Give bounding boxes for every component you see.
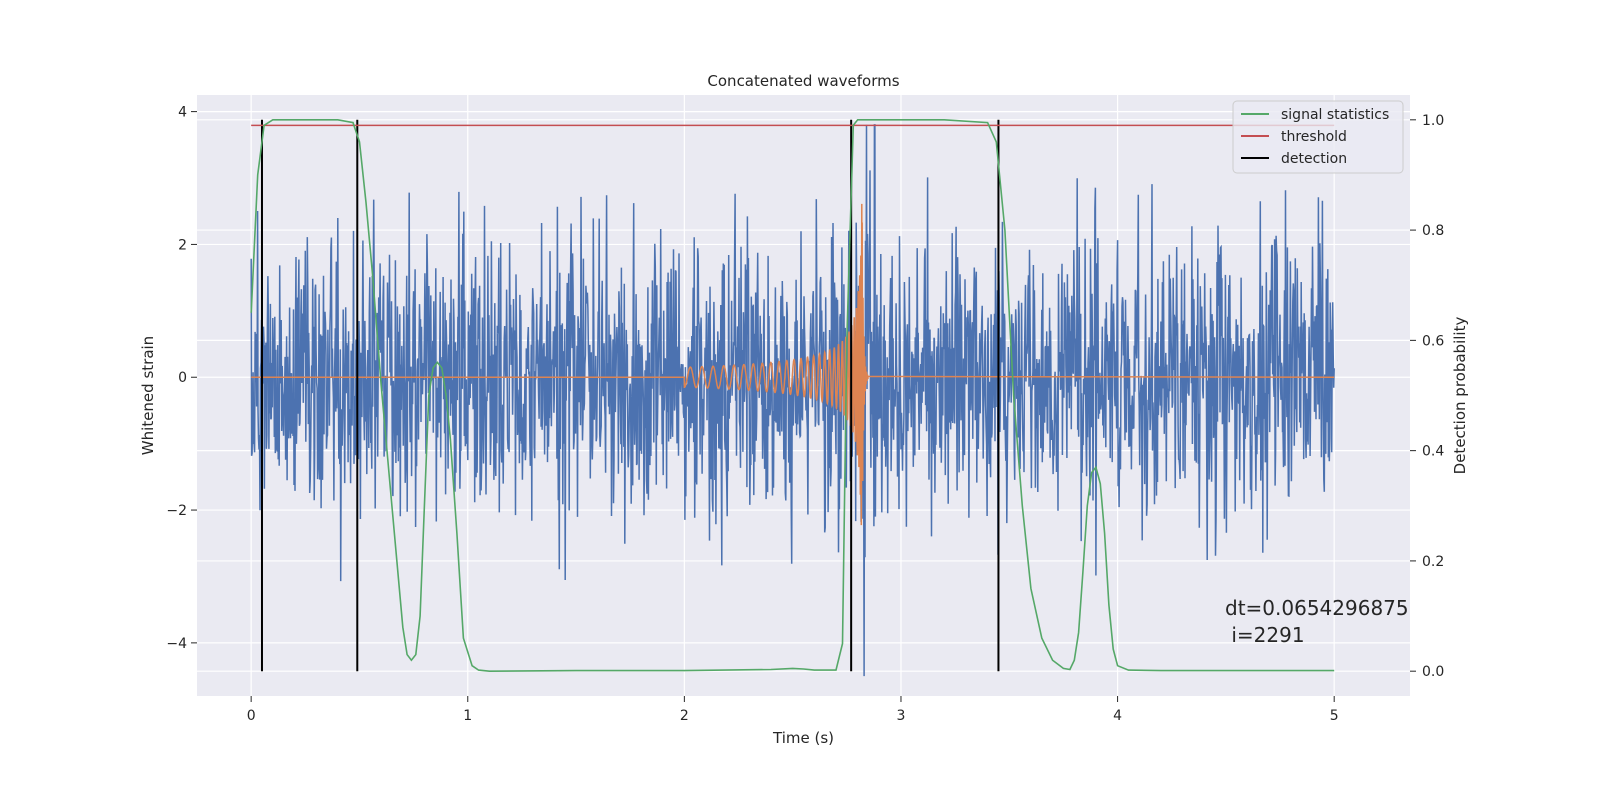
left-y-tick-label: −4 xyxy=(166,636,187,652)
x-tick-label: 3 xyxy=(897,708,906,724)
legend-label: threshold xyxy=(1281,129,1347,145)
left-y-tick-label: −2 xyxy=(166,503,187,519)
left-y-tick-label: 2 xyxy=(178,237,187,253)
legend-box xyxy=(1232,100,1404,174)
x-tick-label: 2 xyxy=(680,708,689,724)
left-y-axis-label: Whitened strain xyxy=(139,336,157,455)
annotation-index: i=2291 xyxy=(1225,623,1305,647)
legend: signal statistics threshold detection xyxy=(1232,100,1404,174)
ticks: 0 1 2 3 4 5 −4 −2 0 2 4 0.0 0.2 0.4 0.6 0.8 1.0 xyxy=(166,105,1444,724)
template-line xyxy=(251,203,1335,526)
legend-label: detection xyxy=(1281,151,1347,167)
left-y-tick-label: 4 xyxy=(178,105,187,121)
x-tick-label: 4 xyxy=(1113,708,1122,724)
right-y-tick-label: 0.8 xyxy=(1422,223,1444,239)
right-y-tick-label: 1.0 xyxy=(1422,113,1444,129)
right-y-tick-label: 0.4 xyxy=(1422,444,1444,460)
left-y-tick-label: 0 xyxy=(178,370,187,386)
plot-area xyxy=(250,119,1335,677)
right-y-tick-label: 0.6 xyxy=(1422,333,1444,349)
annotation-dt: dt=0.0654296875 xyxy=(1225,596,1409,620)
right-y-tick-label: 0.0 xyxy=(1422,664,1444,680)
right-y-tick-label: 0.2 xyxy=(1422,554,1444,570)
x-tick-label: 1 xyxy=(463,708,472,724)
chart-title: Concatenated waveforms xyxy=(707,72,899,90)
signal-statistics-line xyxy=(250,119,1335,673)
x-axis-label: Time (s) xyxy=(772,729,834,747)
x-tick-label: 5 xyxy=(1330,708,1339,724)
x-tick-label: 0 xyxy=(247,708,256,724)
right-y-axis-label: Detection probability xyxy=(1451,317,1469,475)
legend-label: signal statistics xyxy=(1281,107,1389,123)
